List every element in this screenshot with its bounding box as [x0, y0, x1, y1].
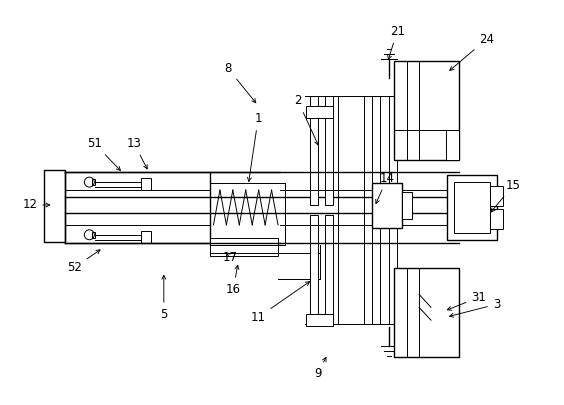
Bar — [210, 183, 285, 245]
Text: 24: 24 — [450, 33, 494, 70]
Bar — [372, 183, 402, 228]
Text: 8: 8 — [224, 62, 256, 103]
Text: 3: 3 — [450, 298, 500, 317]
Bar — [394, 61, 459, 160]
Bar — [310, 96, 318, 205]
Bar — [372, 96, 380, 205]
Text: 1: 1 — [248, 112, 262, 181]
Bar — [490, 186, 504, 206]
Bar — [402, 192, 412, 219]
Bar — [446, 130, 459, 160]
Bar — [141, 231, 151, 243]
Bar — [490, 209, 504, 229]
Bar — [210, 238, 278, 256]
Bar — [92, 232, 95, 238]
Text: 5: 5 — [160, 275, 168, 321]
Text: 2: 2 — [294, 94, 318, 145]
Bar — [306, 106, 333, 117]
Bar — [372, 215, 380, 324]
Bar — [325, 215, 333, 324]
Bar — [141, 178, 151, 190]
Text: 17: 17 — [223, 251, 238, 264]
Text: 15: 15 — [491, 179, 521, 212]
Text: 9: 9 — [314, 357, 326, 380]
Text: 21: 21 — [387, 25, 405, 60]
Text: 11: 11 — [250, 281, 310, 324]
Bar — [325, 96, 333, 205]
Bar — [389, 96, 397, 205]
Bar — [306, 314, 333, 326]
Bar — [447, 175, 496, 240]
Bar — [389, 215, 397, 324]
Bar — [454, 182, 490, 233]
Text: 13: 13 — [126, 137, 147, 169]
Text: 14: 14 — [376, 172, 395, 204]
Bar — [394, 268, 459, 357]
Bar — [92, 179, 95, 185]
Text: 52: 52 — [67, 250, 100, 274]
Text: 12: 12 — [22, 198, 50, 211]
Bar — [310, 215, 318, 324]
Text: 16: 16 — [226, 265, 241, 296]
Text: 31: 31 — [447, 291, 486, 310]
Bar — [43, 170, 65, 242]
Text: 51: 51 — [87, 137, 121, 171]
